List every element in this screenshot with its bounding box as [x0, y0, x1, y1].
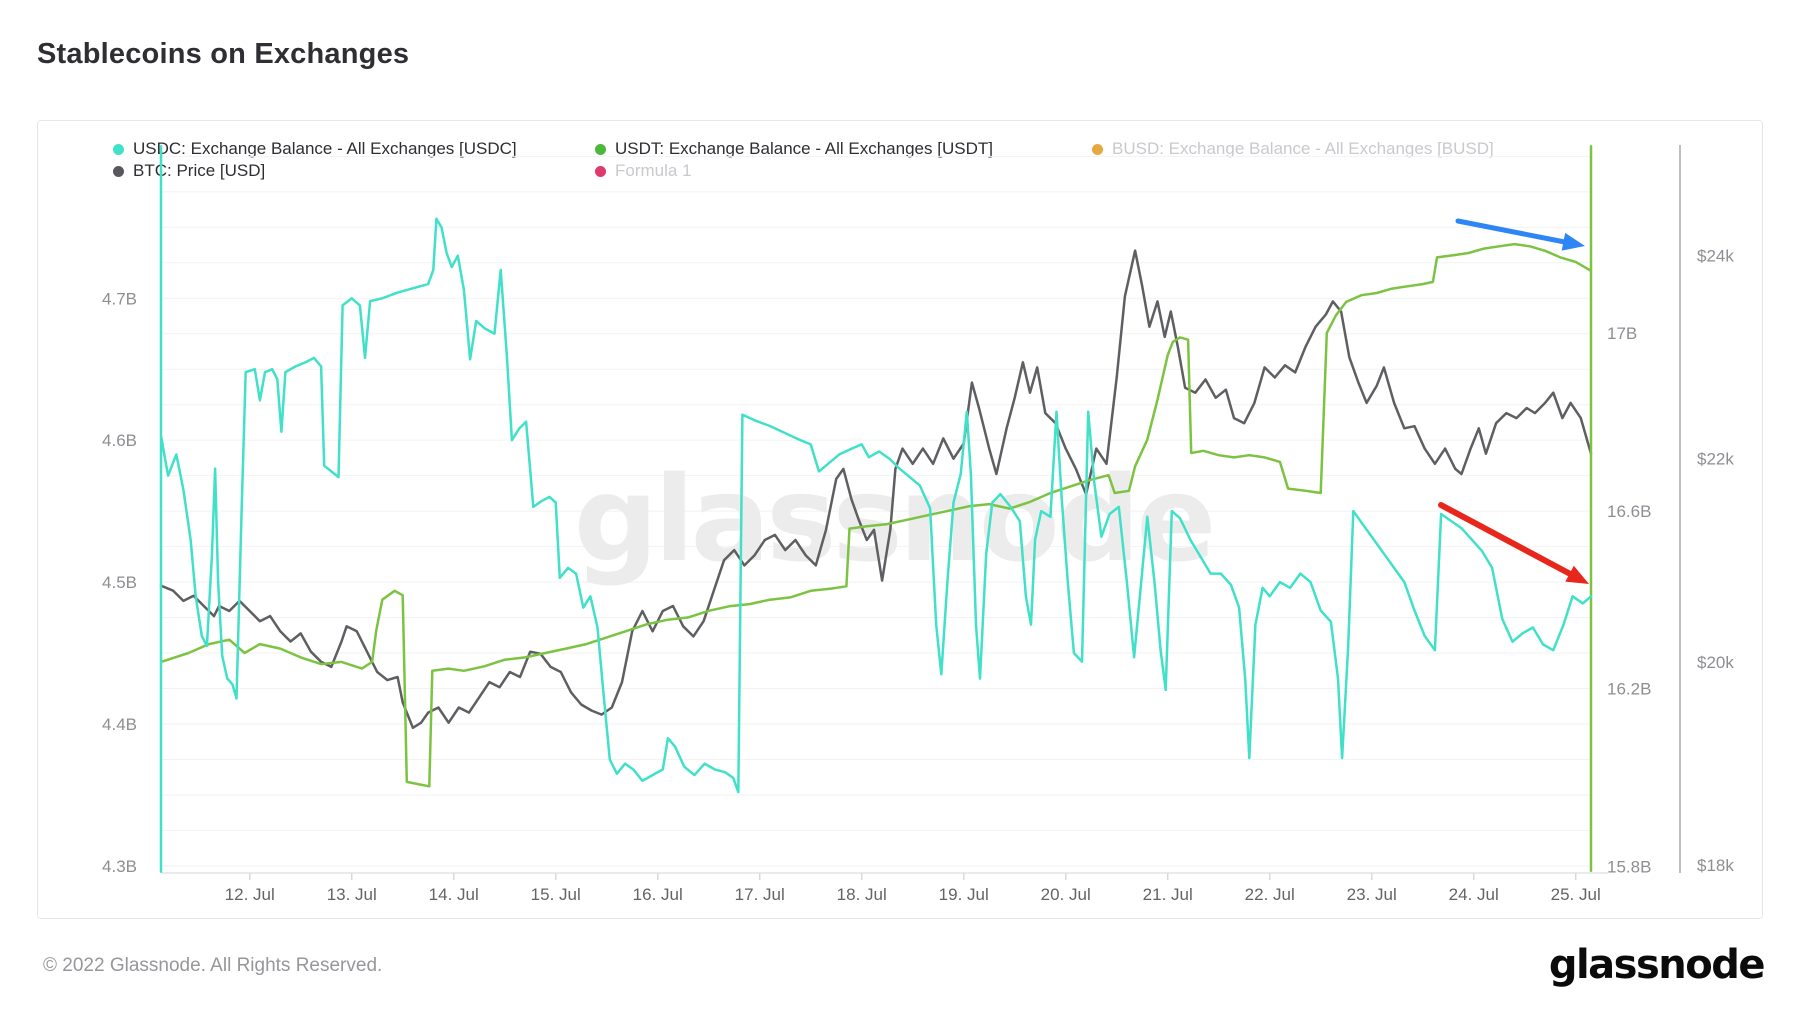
y-axis-label-btc: $22k	[1697, 450, 1734, 469]
y-axis-label-usdc: 4.7B	[102, 289, 137, 308]
legend-dot-btc	[113, 165, 124, 177]
x-axis-label: 23. Jul	[1347, 885, 1397, 904]
legend-label-busd: BUSD: Exchange Balance - All Exchanges […	[1112, 139, 1494, 158]
x-axis-label: 15. Jul	[531, 885, 581, 904]
legend-label-usdt: USDT: Exchange Balance - All Exchanges […	[615, 139, 993, 158]
red-trend-arrow-shaft	[1438, 502, 1573, 577]
footer-copyright: © 2022 Glassnode. All Rights Reserved.	[43, 955, 383, 976]
y-axis-label-usdt: 16.2B	[1607, 680, 1651, 699]
y-axis-label-btc: $24k	[1697, 247, 1734, 266]
legend-dot-busd	[1092, 143, 1103, 155]
glassnode-logo: glassnode	[1548, 942, 1766, 988]
legend-dot-usdc	[113, 143, 124, 155]
legend-label-formula-1: Formula 1	[615, 161, 692, 180]
y-axis-label-usdt: 17B	[1607, 324, 1637, 343]
x-axis-label: 13. Jul	[327, 885, 377, 904]
legend-item-btc[interactable]: BTC: Price [USD]	[113, 160, 265, 182]
x-axis-label: 24. Jul	[1449, 885, 1499, 904]
y-axis-label-usdc: 4.4B	[102, 715, 137, 734]
x-axis-label: 19. Jul	[939, 885, 989, 904]
y-axis-label-usdc: 4.5B	[102, 573, 137, 592]
y-axis-label-usdc: 4.3B	[102, 857, 137, 876]
legend-item-busd[interactable]: BUSD: Exchange Balance - All Exchanges […	[1092, 138, 1494, 160]
x-axis-label: 14. Jul	[429, 885, 479, 904]
legend-item-usdc[interactable]: USDC: Exchange Balance - All Exchanges […	[113, 138, 517, 160]
y-axis-label-usdt: 15.8B	[1607, 857, 1651, 876]
series-line-usdt	[159, 145, 1593, 873]
x-axis-label: 21. Jul	[1143, 885, 1193, 904]
legend-item-formula-1[interactable]: Formula 1	[595, 160, 692, 182]
glassnode-watermark: glassnode	[574, 450, 1213, 588]
chart-card: USDC: Exchange Balance - All Exchanges […	[37, 120, 1763, 919]
x-axis-label: 20. Jul	[1041, 885, 1091, 904]
red-trend-arrow-head	[1565, 565, 1589, 584]
page-title: Stablecoins on Exchanges	[37, 38, 410, 70]
legend-label-usdc: USDC: Exchange Balance - All Exchanges […	[133, 139, 517, 158]
blue-trend-arrow-shaft	[1455, 218, 1566, 245]
y-axis-label-btc: $18k	[1697, 856, 1734, 875]
x-axis-label: 17. Jul	[735, 885, 785, 904]
blue-trend-arrow-head	[1561, 232, 1585, 251]
y-axis-label-usdt: 16.6B	[1607, 502, 1651, 521]
x-axis-label: 18. Jul	[837, 885, 887, 904]
legend-dot-usdt	[595, 143, 606, 155]
legend-label-btc: BTC: Price [USD]	[133, 161, 266, 180]
legend-item-usdt[interactable]: USDT: Exchange Balance - All Exchanges […	[595, 138, 993, 160]
chart-legend: USDC: Exchange Balance - All Exchanges […	[38, 121, 1762, 191]
x-axis-label: 16. Jul	[633, 885, 683, 904]
series-line-usdc	[159, 145, 1593, 873]
x-axis-label: 12. Jul	[225, 885, 275, 904]
x-axis-label: 25. Jul	[1551, 885, 1601, 904]
x-axis-label: 22. Jul	[1245, 885, 1295, 904]
y-axis-label-btc: $20k	[1697, 653, 1734, 672]
legend-dot-formula-1	[595, 165, 606, 177]
y-axis-label-usdc: 4.6B	[102, 431, 137, 450]
